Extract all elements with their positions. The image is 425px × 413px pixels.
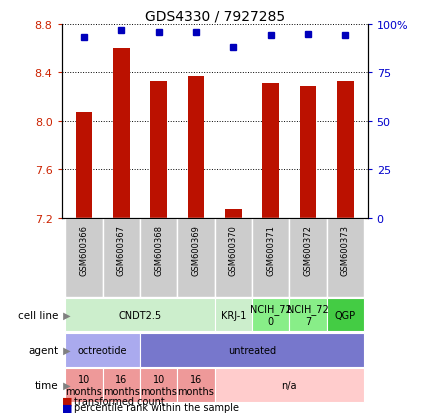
FancyBboxPatch shape [65, 218, 103, 297]
Text: untreated: untreated [228, 345, 276, 355]
Text: GSM600373: GSM600373 [341, 224, 350, 275]
Text: 16
months: 16 months [103, 374, 140, 396]
Text: transformed count: transformed count [74, 396, 165, 406]
Bar [76, 113, 92, 218]
FancyBboxPatch shape [252, 218, 289, 297]
Text: agent: agent [28, 345, 59, 355]
Text: octreotide: octreotide [78, 345, 127, 355]
FancyBboxPatch shape [215, 368, 364, 402]
Text: 10
months: 10 months [65, 374, 102, 396]
Text: GSM600372: GSM600372 [303, 224, 312, 275]
FancyBboxPatch shape [215, 218, 252, 297]
Text: CNDT2.5: CNDT2.5 [119, 310, 162, 320]
Text: GSM600371: GSM600371 [266, 224, 275, 275]
Text: QGP: QGP [334, 310, 356, 320]
FancyBboxPatch shape [252, 298, 289, 332]
FancyBboxPatch shape [326, 218, 364, 297]
Text: percentile rank within the sample: percentile rank within the sample [74, 402, 239, 412]
Text: time: time [35, 380, 59, 390]
Text: GSM600366: GSM600366 [79, 224, 88, 275]
Text: GSM600370: GSM600370 [229, 224, 238, 275]
FancyBboxPatch shape [65, 298, 215, 332]
Bar [337, 82, 354, 218]
Text: ▶: ▶ [60, 345, 71, 355]
Text: cell line: cell line [18, 310, 59, 320]
Text: ▶: ▶ [60, 380, 71, 390]
FancyBboxPatch shape [65, 368, 103, 402]
Text: GSM600369: GSM600369 [192, 224, 201, 275]
Bar [262, 84, 279, 218]
Bar [187, 77, 204, 218]
Text: GSM600367: GSM600367 [117, 224, 126, 275]
FancyBboxPatch shape [140, 368, 177, 402]
Text: NCIH_72
7: NCIH_72 7 [287, 304, 329, 326]
FancyBboxPatch shape [65, 333, 140, 367]
FancyBboxPatch shape [177, 368, 215, 402]
Text: ■: ■ [62, 402, 72, 412]
Text: ▶: ▶ [60, 310, 71, 320]
FancyBboxPatch shape [326, 298, 364, 332]
Bar [300, 86, 316, 218]
Text: 16
months: 16 months [178, 374, 214, 396]
Text: n/a: n/a [281, 380, 297, 390]
FancyBboxPatch shape [289, 298, 326, 332]
Text: ■: ■ [62, 396, 72, 406]
Text: GSM600368: GSM600368 [154, 224, 163, 275]
Text: KRJ-1: KRJ-1 [221, 310, 246, 320]
Text: 10
months: 10 months [140, 374, 177, 396]
Bar [113, 49, 130, 218]
FancyBboxPatch shape [215, 298, 252, 332]
FancyBboxPatch shape [289, 218, 326, 297]
FancyBboxPatch shape [140, 218, 177, 297]
Title: GDS4330 / 7927285: GDS4330 / 7927285 [144, 9, 285, 24]
FancyBboxPatch shape [140, 333, 364, 367]
Text: NCIH_72
0: NCIH_72 0 [250, 304, 292, 326]
FancyBboxPatch shape [103, 368, 140, 402]
FancyBboxPatch shape [177, 218, 215, 297]
Bar [150, 82, 167, 218]
Bar [225, 210, 242, 218]
FancyBboxPatch shape [103, 218, 140, 297]
